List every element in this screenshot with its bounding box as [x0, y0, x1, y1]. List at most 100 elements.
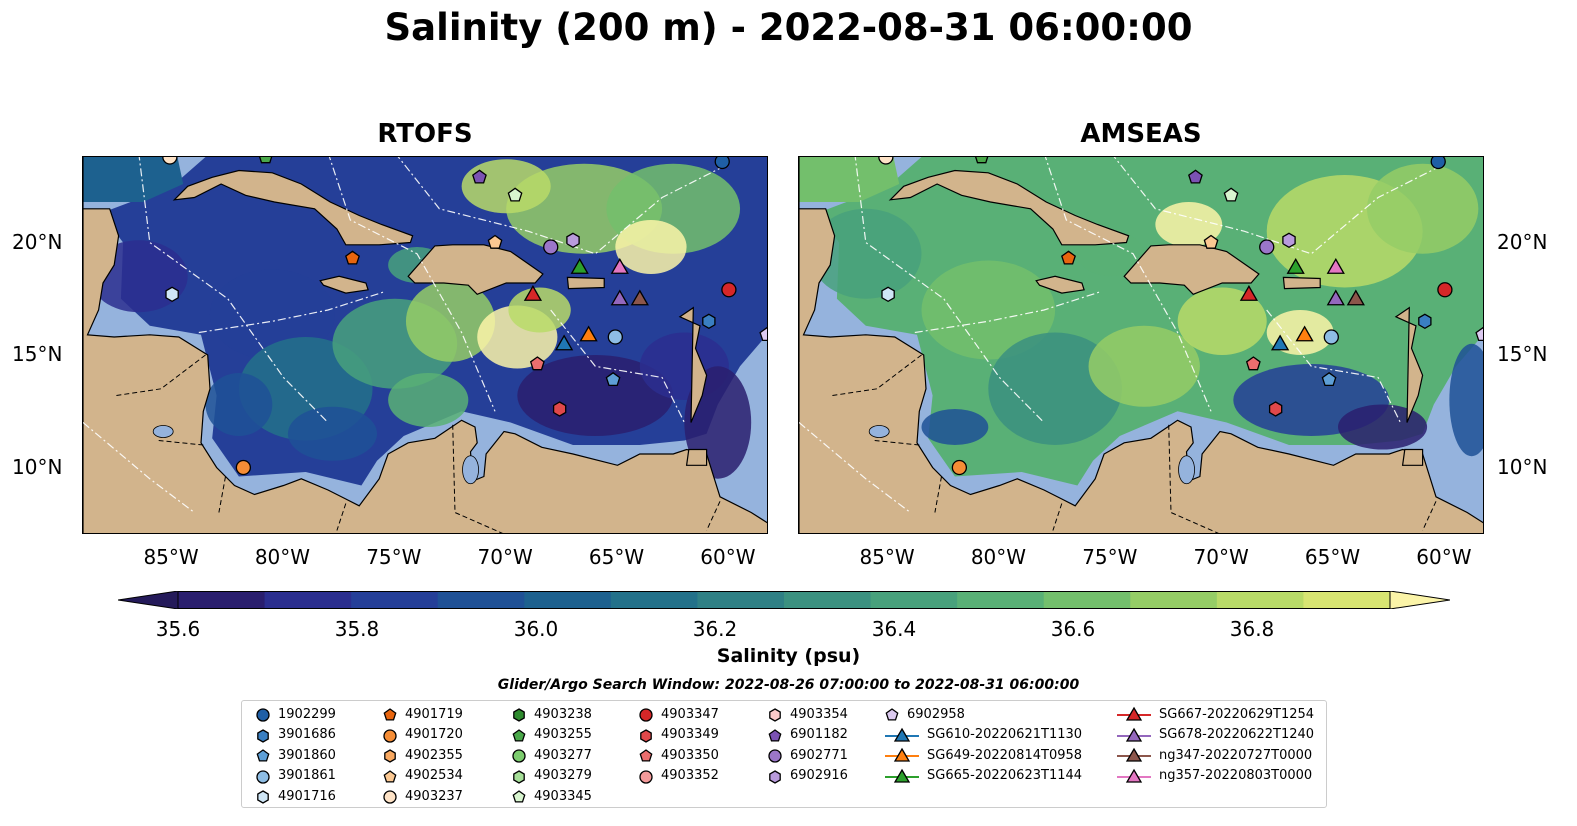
legend-item: ng357-20220803T0000 — [1117, 767, 1312, 785]
legend-label: 4903277 — [534, 747, 592, 763]
colorbar-segment — [697, 591, 785, 609]
legend-label: 4903237 — [405, 788, 463, 804]
legend-marker-icon — [1117, 747, 1151, 762]
lon-tick-label: 85°W — [859, 545, 915, 569]
legend-label: ng347-20220727T0000 — [1159, 747, 1313, 763]
map-marker — [1321, 371, 1337, 387]
legend-marker-icon — [383, 708, 397, 721]
colorbar-segment — [437, 591, 525, 609]
map-marker — [1282, 232, 1296, 249]
map-marker — [1270, 334, 1290, 351]
legend-item: 4902355 — [383, 746, 463, 764]
colorbar-tick-label: 36.8 — [1229, 617, 1275, 641]
legend-item: 6902958 — [885, 705, 965, 723]
legend-label: 4903255 — [534, 727, 592, 742]
colorbar-tick-label: 36.0 — [513, 617, 559, 641]
rtofs-map — [82, 156, 768, 534]
map-marker — [721, 282, 737, 298]
colorbar-label: Salinity (psu) — [716, 645, 861, 667]
legend-marker-icon — [513, 708, 525, 722]
map-marker — [610, 257, 629, 274]
legend-label: 6902771 — [790, 747, 848, 763]
colorbar-svg — [117, 590, 1451, 610]
lon-tick-label: 65°W — [588, 545, 645, 569]
legend-item: 4903279 — [512, 767, 592, 785]
legend-marker-icon — [383, 728, 397, 743]
map-marker — [570, 257, 589, 274]
legend-marker-icon — [256, 749, 270, 762]
legend-item: 6902771 — [768, 746, 848, 764]
colorbar-tick-label: 35.6 — [155, 617, 201, 641]
colorbar-segment — [1043, 591, 1131, 609]
lat-tick-label-right: 15°N — [1497, 342, 1548, 366]
lat-tick-label-right: 20°N — [1497, 229, 1548, 254]
colorbar-tick-label: 36.4 — [871, 617, 917, 641]
legend-item: 4903237 — [383, 787, 463, 805]
map-marker — [1286, 257, 1305, 274]
map-marker — [1323, 329, 1339, 345]
map-marker — [1295, 325, 1314, 342]
legend-label: 4903349 — [661, 727, 719, 742]
legend-marker-icon — [769, 769, 781, 784]
colorbar-segment — [870, 591, 958, 609]
colorbar-tick-label: 36.2 — [692, 617, 738, 641]
legend-label: ng357-20220803T0000 — [1159, 768, 1313, 783]
map-marker — [714, 157, 730, 170]
legend-item: SG665-20220623T1144 — [885, 767, 1082, 785]
map-marker — [472, 169, 487, 184]
map-marker — [975, 157, 989, 164]
map-marker — [1061, 250, 1076, 265]
legend-item: 3901861 — [256, 767, 336, 785]
legend-marker-icon — [885, 747, 919, 762]
colorbar-tick-label: 36.6 — [1050, 617, 1096, 641]
map-marker — [554, 334, 574, 351]
map-marker — [605, 371, 621, 387]
legend-item: 4903349 — [639, 726, 719, 744]
legend-marker-icon — [885, 768, 919, 783]
legend-marker-icon — [257, 790, 269, 804]
lat-tick-label-left: 10°N — [12, 454, 63, 479]
map-marker — [1223, 187, 1239, 202]
legend-item: 4903345 — [512, 787, 592, 805]
colorbar-segment — [178, 591, 266, 609]
map-marker — [1430, 157, 1446, 170]
map-marker — [951, 459, 968, 476]
legend-label: 4903354 — [790, 706, 848, 722]
legend-item: 4903255 — [512, 726, 592, 744]
legend-item: 4901719 — [383, 705, 463, 723]
legend-label: SG678-20220622T1240 — [1159, 727, 1315, 742]
legend-label: 4903345 — [534, 788, 592, 804]
legend-label: 6902916 — [790, 768, 848, 783]
map-marker — [702, 313, 716, 330]
panel-title-amseas: AMSEAS — [1080, 119, 1202, 149]
legend-item: 4902534 — [383, 767, 463, 785]
legend-label: 4901719 — [405, 706, 463, 722]
legend-item: 4901716 — [256, 787, 336, 805]
legend-label: 1902299 — [278, 706, 336, 722]
lon-tick-label: 60°W — [1416, 545, 1472, 569]
legend-marker-icon — [257, 728, 269, 743]
colorbar-segment — [957, 591, 1045, 609]
colorbar-segment — [351, 591, 439, 609]
legend-label: 4903279 — [534, 768, 592, 783]
legend-item: 1902299 — [256, 705, 336, 723]
amseas-map — [798, 156, 1484, 534]
legend-label: 6901182 — [790, 727, 848, 742]
map-marker — [162, 157, 178, 165]
lon-tick-label: 65°W — [1304, 545, 1361, 569]
legend-marker-icon — [639, 708, 653, 722]
legend-marker-icon — [512, 790, 526, 803]
legend-label: SG665-20220623T1144 — [927, 768, 1083, 783]
legend-marker-icon — [256, 708, 270, 722]
colorbar-segment — [610, 591, 698, 609]
legend-label: 6902958 — [907, 706, 965, 722]
legend-label: SG610-20220621T1130 — [927, 727, 1083, 742]
map-marker — [345, 250, 360, 265]
map-marker — [1239, 284, 1259, 301]
legend-marker-icon — [1117, 727, 1151, 742]
legend-title: Glider/Argo Search Window: 2022-08-26 07… — [497, 677, 1080, 693]
colorbar-segment — [1303, 591, 1391, 609]
colorbar-segment — [264, 591, 352, 609]
legend-item: 4903352 — [639, 767, 719, 785]
legend-label: 4901716 — [278, 788, 336, 804]
